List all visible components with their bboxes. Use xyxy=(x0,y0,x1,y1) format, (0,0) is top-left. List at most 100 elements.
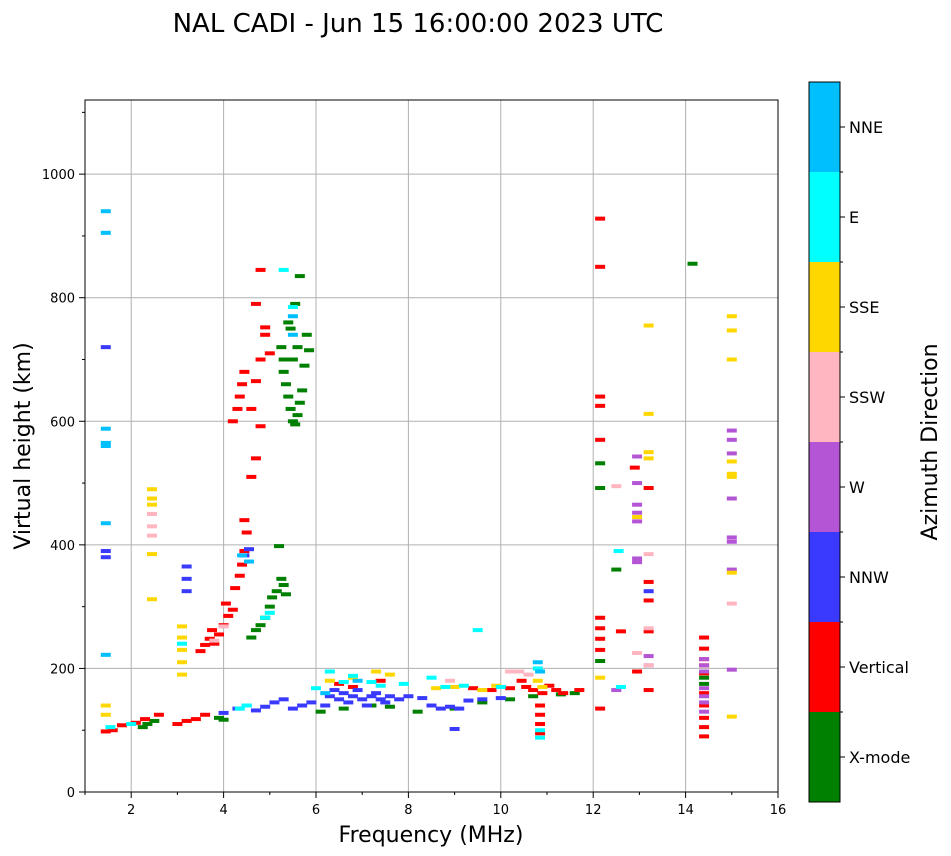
data-point xyxy=(320,703,331,708)
colorbar-swatch xyxy=(809,442,840,532)
data-point xyxy=(234,706,245,711)
data-point xyxy=(105,725,116,730)
data-point xyxy=(643,589,654,594)
data-point xyxy=(227,607,238,612)
data-point xyxy=(569,691,580,696)
data-point xyxy=(255,424,266,429)
data-point xyxy=(687,261,698,266)
data-point xyxy=(632,502,643,507)
data-point xyxy=(181,576,192,581)
data-point xyxy=(477,697,488,702)
data-point xyxy=(726,539,737,544)
data-point xyxy=(632,454,643,459)
data-point xyxy=(209,641,220,646)
data-point xyxy=(283,394,294,399)
data-point xyxy=(276,345,287,350)
data-point xyxy=(292,345,303,350)
data-point xyxy=(643,579,654,584)
data-point xyxy=(297,388,308,393)
data-point xyxy=(632,510,643,515)
y-axis-ticks: 0 200 400 600 800 1000 xyxy=(42,111,85,801)
colorbar-tick-label: SSE xyxy=(849,298,879,317)
data-point xyxy=(246,635,257,640)
y-tick-label: 1000 xyxy=(42,168,75,183)
data-point xyxy=(292,413,303,418)
data-point xyxy=(632,560,643,565)
data-point xyxy=(516,678,527,683)
data-point xyxy=(699,715,710,720)
data-point xyxy=(371,691,382,696)
data-point xyxy=(643,626,654,631)
data-point xyxy=(595,394,606,399)
data-point xyxy=(100,426,111,431)
data-point xyxy=(426,675,437,680)
data-point xyxy=(528,694,539,699)
data-point xyxy=(234,394,245,399)
data-point xyxy=(177,660,188,665)
data-point xyxy=(269,700,280,705)
data-point xyxy=(726,667,737,672)
data-point xyxy=(338,680,349,685)
data-point xyxy=(643,688,654,693)
colorbar-tick-label: NNE xyxy=(849,118,883,137)
data-point xyxy=(324,669,335,674)
data-point xyxy=(287,314,298,319)
data-point xyxy=(699,663,710,668)
data-point xyxy=(371,669,382,674)
data-point xyxy=(699,694,710,699)
data-point xyxy=(514,669,525,674)
x-tick-label: 14 xyxy=(677,803,694,818)
grid-lines xyxy=(85,100,778,792)
data-point xyxy=(126,722,137,727)
data-point xyxy=(444,678,455,683)
data-point xyxy=(699,725,710,730)
data-point xyxy=(699,669,710,674)
data-point xyxy=(551,688,562,693)
colorbar-tick-label: NNW xyxy=(849,568,889,587)
data-point xyxy=(595,216,606,221)
data-point xyxy=(146,597,157,602)
data-point xyxy=(505,697,516,702)
data-point xyxy=(595,437,606,442)
x-tick-label: 4 xyxy=(219,803,227,818)
data-point xyxy=(311,686,321,691)
data-point xyxy=(726,471,737,476)
data-point xyxy=(595,659,606,664)
data-point xyxy=(246,406,257,411)
data-point xyxy=(398,681,409,686)
data-point xyxy=(449,726,460,731)
chart-title: NAL CADI - Jun 15 16:00:00 2023 UTC xyxy=(173,9,664,39)
data-point xyxy=(250,456,261,461)
data-point xyxy=(218,624,229,629)
data-point xyxy=(726,601,737,606)
data-point xyxy=(267,595,278,600)
data-point xyxy=(213,632,224,637)
data-point xyxy=(100,712,111,717)
data-point xyxy=(294,400,305,405)
data-point xyxy=(595,647,606,652)
data-point xyxy=(495,684,506,689)
data-point xyxy=(629,465,640,470)
data-point xyxy=(505,686,516,691)
data-point xyxy=(417,696,428,701)
data-point xyxy=(287,706,298,711)
data-point xyxy=(304,348,315,353)
data-point xyxy=(250,379,261,384)
data-point xyxy=(532,666,543,671)
data-point xyxy=(100,555,111,560)
data-point xyxy=(726,357,737,362)
data-point xyxy=(521,684,532,689)
data-point xyxy=(347,673,358,678)
data-point xyxy=(338,691,349,696)
plot-frame xyxy=(84,99,779,793)
data-point xyxy=(595,706,606,711)
data-point xyxy=(394,697,405,702)
data-point xyxy=(237,553,248,558)
data-point xyxy=(699,691,710,696)
data-point xyxy=(726,535,737,540)
data-point xyxy=(643,411,654,416)
data-point xyxy=(246,474,257,479)
data-point xyxy=(100,444,111,448)
data-point xyxy=(643,456,654,461)
data-point xyxy=(523,672,534,677)
